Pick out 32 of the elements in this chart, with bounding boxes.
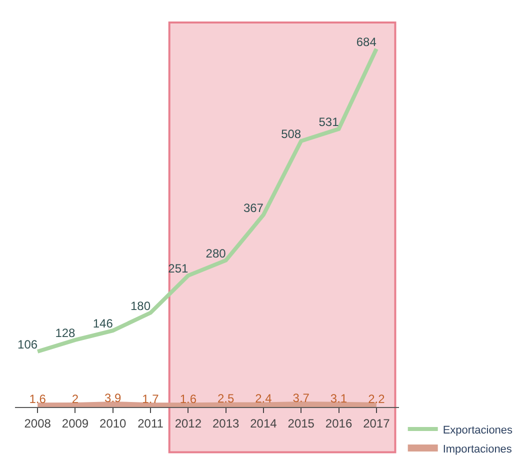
data-label: 531 (318, 114, 340, 129)
data-label: 106 (18, 338, 38, 352)
data-label: 1.6 (29, 392, 46, 406)
data-label: 180 (130, 298, 151, 313)
data-label: 2.5 (217, 392, 234, 406)
data-label: 684 (356, 34, 377, 49)
data-label: 508 (281, 127, 302, 142)
x-tick-label: 2016 (325, 416, 352, 430)
data-label: 3.7 (292, 391, 310, 406)
x-tick-label: 2014 (250, 416, 278, 430)
data-label: 2.4 (255, 392, 272, 406)
data-label: 3.9 (104, 390, 122, 405)
x-tick-label: 2012 (174, 416, 202, 430)
data-label: 2 (72, 392, 79, 406)
data-label: 2.2 (368, 392, 386, 406)
data-label: 3.1 (330, 391, 348, 406)
data-label: 280 (206, 246, 226, 260)
data-label: 146 (92, 316, 114, 331)
x-tick-label: 2010 (100, 416, 127, 430)
legend-label: Importaciones (442, 443, 512, 456)
x-tick-label: 2009 (62, 416, 89, 430)
x-tick-label: 2015 (288, 416, 315, 430)
legend-label: Exportaciones (442, 424, 514, 436)
data-label: 367 (243, 200, 264, 215)
data-label: 1.7 (142, 392, 160, 406)
data-label: 1.6 (180, 392, 197, 406)
x-tick-label: 2013 (212, 416, 240, 430)
x-tick-label: 2017 (363, 416, 390, 430)
x-tick-label: 2008 (24, 416, 52, 430)
data-label: 128 (55, 326, 76, 340)
x-tick-label: 2011 (138, 416, 164, 430)
data-label: 251 (168, 262, 188, 276)
